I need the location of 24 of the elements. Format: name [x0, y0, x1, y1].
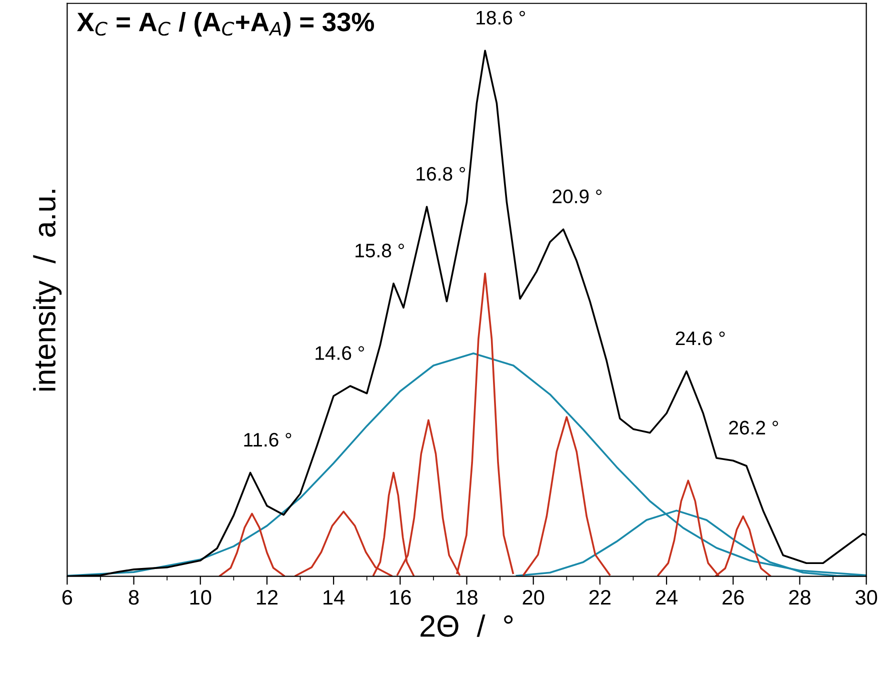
x-tick-label: 28 [789, 590, 810, 605]
annotation: 26.2 ° [729, 420, 778, 435]
x-tick-label: 16 [390, 590, 411, 605]
x-tick-label: 30 [856, 590, 878, 605]
annotation: 16.8 ° [416, 166, 466, 181]
x-tick-label: 6 [62, 590, 72, 605]
x-tick-label: 24 [656, 590, 678, 605]
x-tick-label: 12 [256, 590, 278, 605]
annotation: 18.6 ° [476, 10, 525, 25]
x-tick-label: 14 [324, 590, 345, 605]
annotation: 24.6 ° [676, 331, 725, 346]
x-axis-title: 2Θ / ° [420, 614, 513, 637]
text: X$_{C}$ = A$_{C}$ / (A$_{C}$+A$_{A}$) = 33% [77, 12, 374, 37]
annotation: 20.9 ° [552, 190, 602, 204]
x-tick-label: 20 [522, 590, 544, 605]
y-axis-title: intensity / a.u. [33, 190, 62, 391]
annotation: 11.6 ° [244, 432, 292, 447]
annotation: 14.6 ° [316, 346, 364, 360]
x-tick-label: 8 [128, 590, 139, 605]
x-tick-label: 26 [722, 590, 744, 605]
annotation: 15.8 ° [356, 244, 404, 258]
x-tick-label: 22 [589, 590, 610, 605]
x-tick-label: 18 [456, 590, 478, 605]
x-tick-label: 10 [190, 590, 212, 605]
